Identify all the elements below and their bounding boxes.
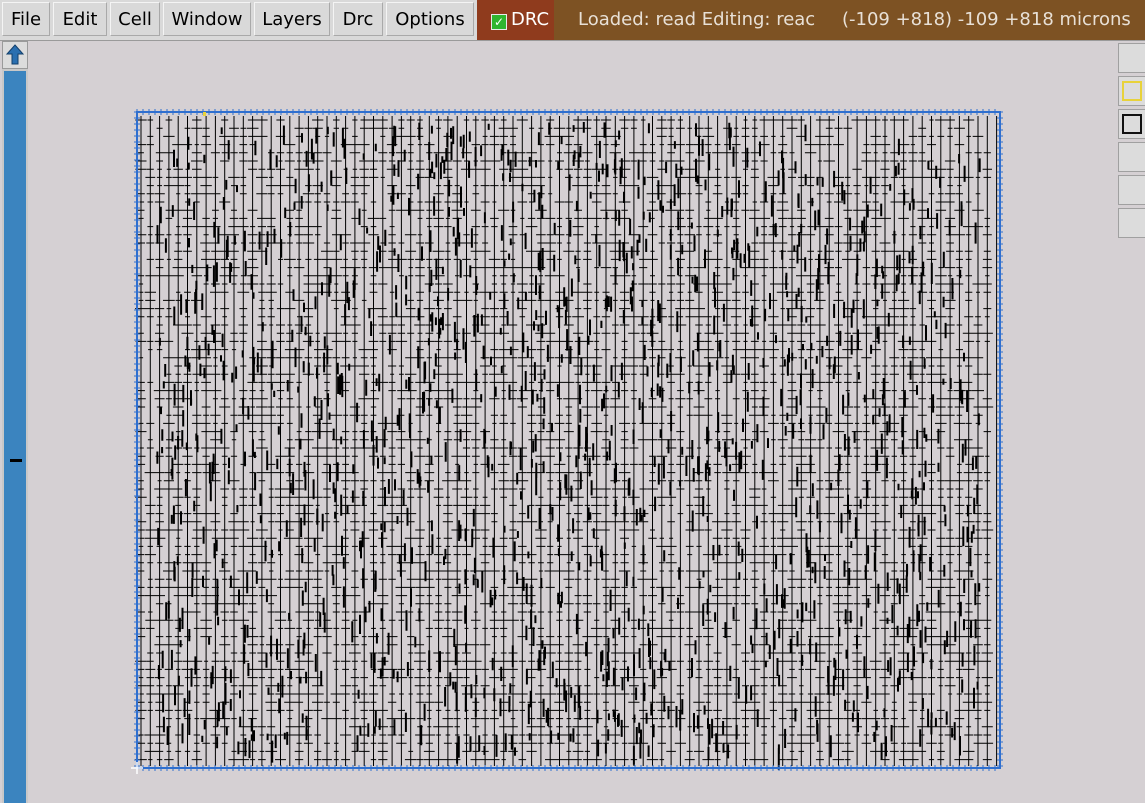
black-box-icon	[1122, 114, 1142, 134]
menu-edit[interactable]: Edit	[53, 2, 107, 36]
scroll-up-button[interactable]	[2, 41, 28, 69]
layout-vias	[156, 122, 981, 770]
layout-canvas[interactable]	[30, 41, 1114, 803]
palette-button-1[interactable]	[1118, 43, 1145, 73]
menu-options[interactable]: Options	[386, 2, 474, 36]
menu-cell[interactable]: Cell	[110, 2, 160, 36]
palette-button-4[interactable]	[1118, 142, 1145, 172]
drc-toggle-label: DRC	[511, 9, 550, 30]
cell-boundary	[134, 109, 1003, 771]
tool-palette	[1116, 41, 1145, 803]
vertical-scrollbar[interactable]	[2, 41, 28, 803]
up-arrow-icon	[5, 44, 25, 65]
boundary-ticks	[134, 109, 1003, 771]
palette-button-yellow[interactable]	[1118, 76, 1145, 106]
menu-bar: File Edit Cell Window Layers Drc Options…	[0, 0, 1145, 41]
palette-button-6[interactable]	[1118, 208, 1145, 238]
palette-button-5[interactable]	[1118, 175, 1145, 205]
menu-file[interactable]: File	[2, 2, 50, 36]
layout-view[interactable]	[30, 41, 1114, 803]
scroll-position-marker	[10, 459, 22, 462]
status-coordinates: (-109 +818) -109 +818 microns	[842, 9, 1131, 30]
menu-window[interactable]: Window	[163, 2, 251, 36]
palette-button-black[interactable]	[1118, 109, 1145, 139]
menu-drc[interactable]: Drc	[333, 2, 383, 36]
status-loaded-text: Loaded: read Editing: reac	[578, 9, 816, 30]
status-bar: Loaded: read Editing: reac (-109 +818) -…	[554, 0, 1145, 40]
layout-geometry	[135, 116, 998, 770]
checkbox-checked-icon[interactable]: ✓	[491, 14, 507, 30]
drc-toggle[interactable]: ✓ DRC	[477, 0, 554, 40]
scrollbar-thumb[interactable]	[4, 71, 26, 803]
menu-layers[interactable]: Layers	[254, 2, 330, 36]
cursor-marker-icon	[203, 112, 206, 116]
origin-marker-icon	[131, 762, 143, 774]
yellow-box-icon	[1122, 81, 1142, 101]
